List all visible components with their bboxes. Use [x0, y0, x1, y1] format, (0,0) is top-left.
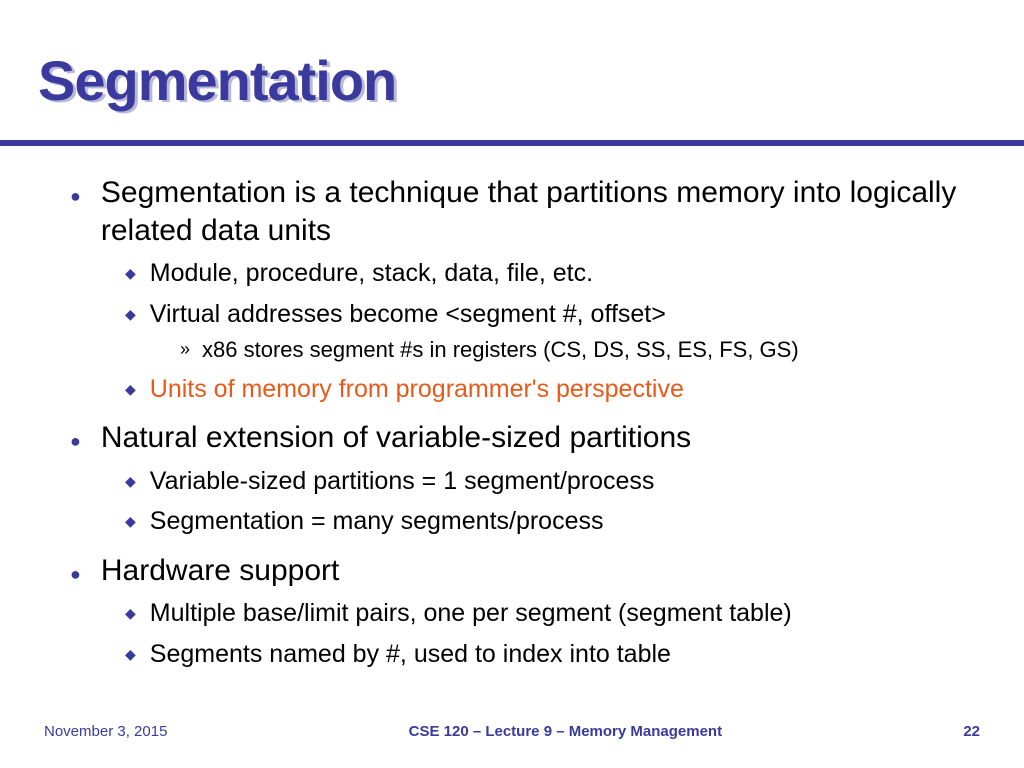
bullet-l1: ● Natural extension of variable-sized pa… — [70, 419, 964, 457]
bullet-text: Virtual addresses become <segment #, off… — [150, 298, 666, 331]
raquo-bullet-icon: » — [180, 339, 190, 360]
disc-bullet-icon: ● — [70, 564, 81, 585]
disc-bullet-icon: ● — [70, 186, 81, 207]
bullet-text: Segmentation is a technique that partiti… — [101, 174, 964, 249]
bullet-text: Segmentation = many segments/process — [150, 505, 604, 538]
diamond-bullet-icon: ◆ — [125, 306, 136, 323]
bullet-l1: ● Segmentation is a technique that parti… — [70, 174, 964, 249]
slide-title: Segmentation — [38, 48, 396, 113]
slide-title-region: Segmentation Segmentation — [0, 0, 1024, 140]
diamond-bullet-icon: ◆ — [125, 473, 136, 490]
bullet-l3: » x86 stores segment #s in registers (CS… — [180, 336, 964, 365]
bullet-text: x86 stores segment #s in registers (CS, … — [202, 336, 799, 365]
bullet-text: Multiple base/limit pairs, one per segme… — [150, 597, 792, 630]
bullet-group-1: ● Segmentation is a technique that parti… — [70, 174, 964, 405]
bullet-text: Module, procedure, stack, data, file, et… — [150, 257, 593, 290]
bullet-text: Segments named by #, used to index into … — [150, 638, 671, 671]
bullet-l1: ● Hardware support — [70, 552, 964, 590]
diamond-bullet-icon: ◆ — [125, 265, 136, 282]
slide-footer: November 3, 2015 CSE 120 – Lecture 9 – M… — [0, 723, 1024, 740]
bullet-l2-highlight: ◆ Units of memory from programmer's pers… — [125, 373, 964, 406]
diamond-bullet-icon: ◆ — [125, 513, 136, 530]
bullet-text: Variable-sized partitions = 1 segment/pr… — [150, 465, 655, 498]
bullet-l2: ◆ Module, procedure, stack, data, file, … — [125, 257, 964, 290]
diamond-bullet-icon: ◆ — [125, 381, 136, 398]
diamond-bullet-icon: ◆ — [125, 646, 136, 663]
diamond-bullet-icon: ◆ — [125, 605, 136, 622]
bullet-group-2: ● Natural extension of variable-sized pa… — [70, 419, 964, 538]
bullet-l2: ◆ Segmentation = many segments/process — [125, 505, 964, 538]
footer-date: November 3, 2015 — [44, 723, 167, 740]
footer-title: CSE 120 – Lecture 9 – Memory Management — [409, 723, 722, 740]
bullet-text: Hardware support — [101, 552, 339, 590]
bullet-text-highlight: Units of memory from programmer's perspe… — [150, 373, 684, 406]
disc-bullet-icon: ● — [70, 431, 81, 452]
bullet-text: Natural extension of variable-sized part… — [101, 419, 691, 457]
bullet-l2: ◆ Virtual addresses become <segment #, o… — [125, 298, 964, 331]
bullet-group-3: ● Hardware support ◆ Multiple base/limit… — [70, 552, 964, 671]
bullet-l2: ◆ Variable-sized partitions = 1 segment/… — [125, 465, 964, 498]
bullet-l2: ◆ Multiple base/limit pairs, one per seg… — [125, 597, 964, 630]
bullet-l2: ◆ Segments named by #, used to index int… — [125, 638, 964, 671]
slide-body: ● Segmentation is a technique that parti… — [0, 146, 1024, 670]
footer-page-number: 22 — [963, 723, 980, 740]
